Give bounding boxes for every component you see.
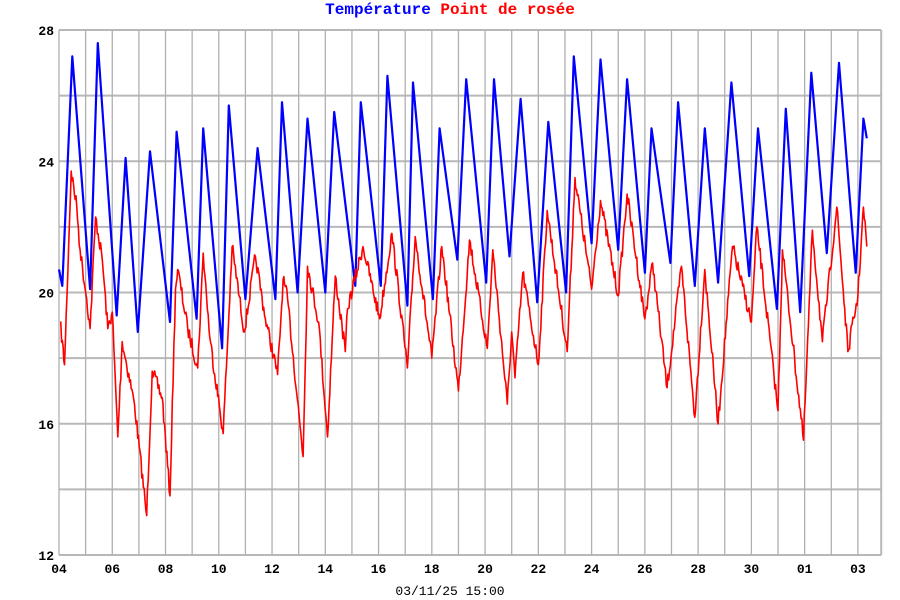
dew-point-line xyxy=(59,170,868,517)
legend-dew-point: Point de rosée xyxy=(440,1,575,19)
chart-title: Température Point de rosée xyxy=(0,0,900,20)
legend-temperature: Température xyxy=(325,1,431,19)
x-tick-label: 18 xyxy=(424,562,440,577)
x-tick-label: 22 xyxy=(531,562,547,577)
y-tick-label: 20 xyxy=(38,287,54,302)
x-tick-label: 10 xyxy=(211,562,227,577)
x-tick-label: 16 xyxy=(371,562,387,577)
x-tick-label: 06 xyxy=(104,562,120,577)
temperature-line xyxy=(57,42,868,350)
y-tick-label: 16 xyxy=(38,418,54,433)
x-tick-label: 03 xyxy=(850,562,866,577)
x-tick-label: 04 xyxy=(51,562,67,577)
y-axis-ticks: 12 16 20 24 28 xyxy=(38,24,54,564)
series-lines xyxy=(57,42,868,517)
x-tick-label: 01 xyxy=(797,562,813,577)
x-tick-label: 24 xyxy=(584,562,600,577)
x-tick-label: 12 xyxy=(264,562,280,577)
y-tick-label: 12 xyxy=(38,549,54,564)
x-tick-label: 14 xyxy=(317,562,333,577)
x-tick-label: 28 xyxy=(690,562,706,577)
y-tick-label: 24 xyxy=(38,155,54,170)
x-tick-label: 26 xyxy=(637,562,653,577)
timestamp-caption: 03/11/25 15:00 xyxy=(395,584,505,599)
x-tick-label: 08 xyxy=(158,562,174,577)
x-tick-label: 30 xyxy=(744,562,760,577)
y-tick-label: 28 xyxy=(38,24,54,39)
x-tick-label: 20 xyxy=(477,562,493,577)
x-axis-ticks: 04 06 08 10 12 14 16 18 20 22 24 26 28 30 01 03 xyxy=(51,562,866,577)
